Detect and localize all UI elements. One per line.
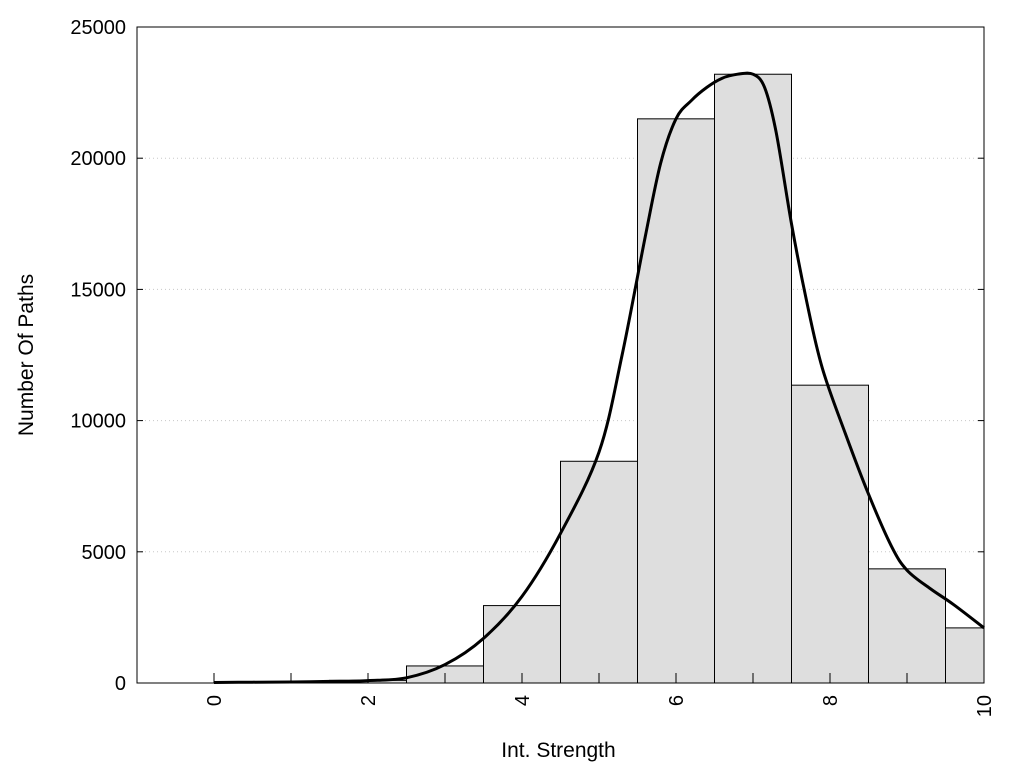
histogram-bar [868, 568, 946, 684]
bars [329, 73, 985, 684]
y-axis-title: Number Of Paths [15, 274, 38, 436]
y-tick-label: 15000 [70, 279, 126, 301]
y-tick-label: 20000 [70, 148, 126, 170]
x-tick-label: 8 [820, 695, 842, 706]
x-tick-label: 10 [974, 695, 996, 717]
x-tick-label: 4 [512, 695, 534, 706]
x-tick-label: 6 [666, 695, 688, 706]
y-tick-label: 0 [115, 673, 126, 695]
x-tick-label: 2 [358, 695, 380, 706]
histogram-bar [560, 460, 638, 684]
plot-frame [136, 26, 985, 684]
x-tick-label: 0 [204, 695, 226, 706]
tick-labels: 0 5000 10000 15000 20000 25000 0 2 4 6 8 10 [70, 17, 996, 717]
y-tick-label: 10000 [70, 411, 126, 433]
density-curve [213, 71, 985, 684]
y-tick-label: 25000 [70, 17, 126, 39]
y-tick-label: 5000 [82, 542, 127, 564]
histogram-bar [945, 627, 985, 684]
histogram-bar [714, 73, 792, 684]
x-axis-title: Int. Strength [501, 739, 615, 762]
histogram-bar [637, 118, 715, 684]
histogram-bar [791, 384, 869, 684]
histogram-bar [483, 605, 561, 684]
